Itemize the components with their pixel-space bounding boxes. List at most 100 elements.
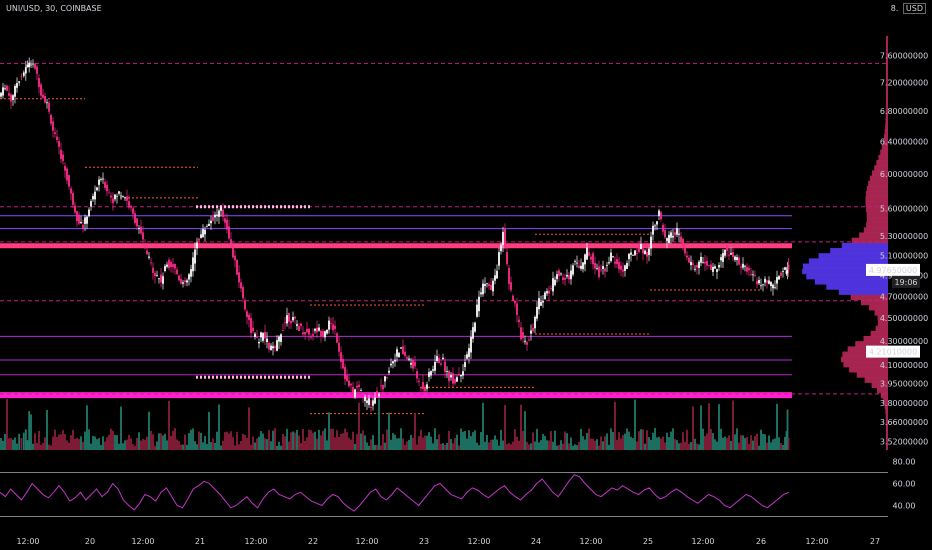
candle-body [64,165,66,171]
candle-body [230,239,232,244]
candle-body [710,264,712,271]
volume-bar [688,443,690,450]
volume-bar [608,444,610,450]
candle-body [538,298,540,310]
volume-bar [374,444,376,450]
candle-body [326,329,328,334]
volume-bar [622,434,624,450]
volume-bar [154,445,156,450]
volume-bar [138,432,140,450]
candle-body [588,252,590,256]
candle-body [4,88,6,90]
candle-body [574,261,576,263]
candle-body [346,375,348,382]
volume-bar [364,435,366,450]
volume-bar [656,437,658,450]
volume-bar [366,442,368,450]
volume-bar [210,442,212,450]
volume-bar [566,433,568,450]
volume-bar [306,437,308,450]
candle-body [774,287,776,289]
candle-body [26,64,29,68]
candle-body [274,346,276,348]
candle-body [252,327,254,332]
volume-bar [698,444,700,450]
candle-body [154,272,156,277]
volume-bar [598,445,600,450]
volume-bar [308,429,310,450]
volume-bar [740,434,742,450]
volume-bar [786,409,789,450]
candle-body [584,254,586,265]
price-axis[interactable]: 7.60000000 7.20000000 6.80000000 6.40000000… [880,51,928,446]
volume-bar [320,435,322,450]
volume-bar [70,435,72,450]
candle-body [428,372,430,377]
price-tick-label: 4.50000000 [880,314,928,323]
volume-bar [432,443,434,450]
volume-bar [780,443,782,450]
volume-bar [178,441,180,450]
time-tick-label: 20 [85,537,95,546]
time-tick-label: 21 [195,537,205,546]
volume-bar [636,441,638,450]
time-tick-label: 22 [308,537,318,546]
volume-bar [692,406,694,450]
volume-bar [764,434,766,450]
volume-bar [554,430,556,450]
candle-body [272,346,274,349]
volume-bar [228,433,230,450]
volume-bar [454,437,456,450]
volume-bar [48,444,50,450]
volume-bar [168,401,170,450]
candle-body [390,363,392,366]
candle-body [78,214,80,224]
volume-bar [188,433,190,450]
candle-body [554,279,556,286]
volume-bar [584,439,586,450]
volume-bar [632,438,634,450]
volume-bar [356,434,358,450]
candle-body [52,121,54,131]
volume-bar [520,404,522,450]
candle-body [578,265,580,268]
volume-bar [230,431,232,450]
volume-bar [102,436,104,450]
candle-body [762,284,764,286]
volume-profile-bar [886,41,888,47]
candle-body [298,326,300,331]
candle-body [116,195,118,197]
candle-body [422,381,424,390]
candle-body [776,277,778,284]
volume-bar [40,444,42,450]
candle-body [540,301,542,306]
volume-bar [240,440,242,450]
volume-profile-bar [886,35,888,42]
volume-bar [552,441,554,450]
candle-body [748,267,750,271]
volume-bar [362,430,364,450]
volume-profile-bar [866,216,888,223]
time-tick-label: 12:00 [579,537,602,546]
candle-body [50,114,52,124]
candle-body [450,375,452,378]
countdown-bg [892,275,920,288]
volume-profile-bar [802,268,888,275]
volume-bar [616,439,618,450]
currency-button[interactable]: USD [902,3,926,14]
volume-profile-bar [876,160,888,166]
candle-body [98,179,100,185]
volume-bar [462,431,464,450]
volume-bar [672,428,674,450]
volume-bar [54,429,56,450]
volume-bar [286,428,288,450]
candle-body [398,352,400,358]
volume-bar [282,433,284,450]
time-axis[interactable]: 12:00 20 12:00 21 12:00 22 12:00 23 12:00 24 12:00… [16,537,880,546]
price-tick-label: 3.95000000 [880,380,928,389]
volume-bar [148,411,150,450]
volume-bar [752,440,754,450]
candle-body [698,261,700,268]
volume-bar [318,429,320,450]
